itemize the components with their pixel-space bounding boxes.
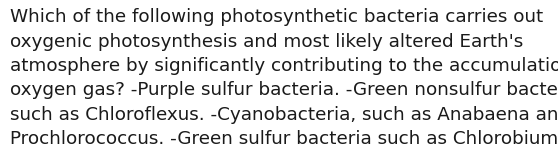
Text: Which of the following photosynthetic bacteria carries out
oxygenic photosynthes: Which of the following photosynthetic ba… [10,8,558,148]
